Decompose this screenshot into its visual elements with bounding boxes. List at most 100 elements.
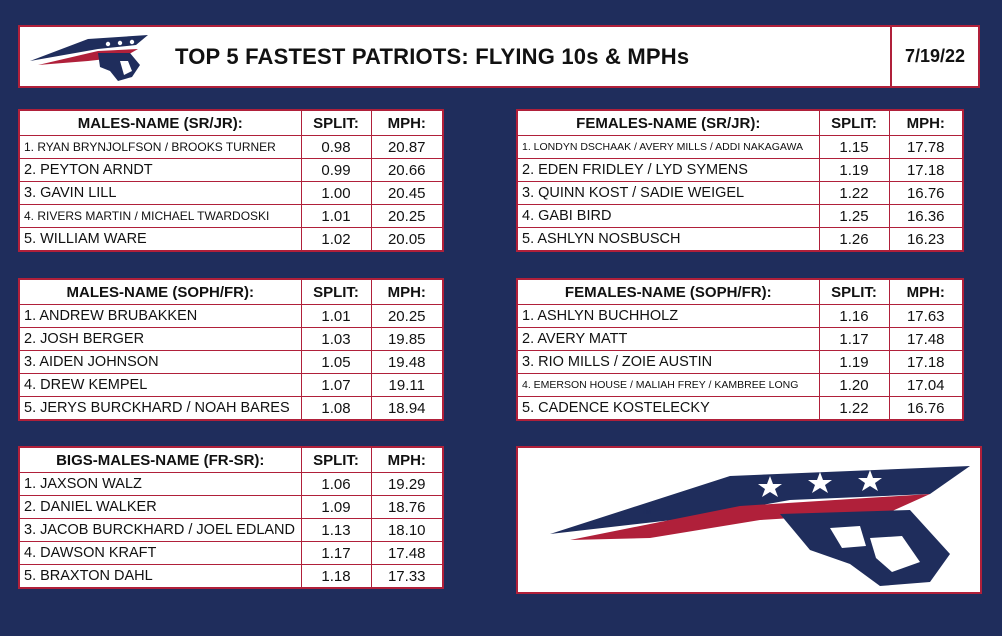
athlete-name: 5. BRAXTON DAHL — [18, 564, 302, 589]
mph-value: 17.48 — [888, 327, 964, 351]
split-value: 1.02 — [300, 227, 372, 252]
mph-value: 18.76 — [370, 495, 444, 519]
mph-value: 18.94 — [370, 396, 444, 421]
split-value: 1.17 — [300, 541, 372, 565]
table-row: 4. RIVERS MARTIN / MICHAEL TWARDOSKI 1.0… — [18, 204, 444, 228]
patriot-logo-icon — [30, 35, 148, 81]
mph-value: 17.33 — [370, 564, 444, 589]
split-value: 1.20 — [818, 373, 890, 397]
mph-value: 17.78 — [888, 135, 964, 159]
mph-value: 18.10 — [370, 518, 444, 542]
athlete-name: 1. LONDYN DSCHAAK / AVERY MILLS / ADDI N… — [516, 135, 820, 159]
column-header-split: SPLIT: — [300, 278, 372, 305]
split-value: 1.01 — [300, 204, 372, 228]
athlete-name: 2. AVERY MATT — [516, 327, 820, 351]
mph-value: 19.48 — [370, 350, 444, 374]
athlete-name: 1. JAXSON WALZ — [18, 472, 302, 496]
patriot-logo-icon: TM — [550, 466, 970, 586]
athlete-name: 1. RYAN BRYNJOLFSON / BROOKS TURNER — [18, 135, 302, 159]
mph-value: 20.05 — [370, 227, 444, 252]
mph-value: 20.66 — [370, 158, 444, 182]
split-value: 1.01 — [300, 304, 372, 328]
split-value: 1.05 — [300, 350, 372, 374]
athlete-name: 4. EMERSON HOUSE / MALIAH FREY / KAMBREE… — [516, 373, 820, 397]
column-header-mph: MPH: — [370, 109, 444, 136]
mph-value: 19.29 — [370, 472, 444, 496]
table-row: 1. JAXSON WALZ 1.06 19.29 — [18, 472, 444, 496]
split-value: 1.17 — [818, 327, 890, 351]
trademark-label: TM — [642, 510, 651, 516]
mph-value: 17.04 — [888, 373, 964, 397]
mph-value: 19.11 — [370, 373, 444, 397]
split-value: 1.18 — [300, 564, 372, 589]
athlete-name: 2. JOSH BERGER — [18, 327, 302, 351]
table-row: 5. CADENCE KOSTELECKY 1.22 16.76 — [516, 396, 964, 421]
athlete-name: 5. JERYS BURCKHARD / NOAH BARES — [18, 396, 302, 421]
table-row: 1. RYAN BRYNJOLFSON / BROOKS TURNER 0.98… — [18, 135, 444, 159]
column-header-mph: MPH: — [888, 109, 964, 136]
table-males-srjr: MALES-NAME (SR/JR): SPLIT: MPH: 1. RYAN … — [18, 109, 444, 252]
table-bigs-males: BIGS-MALES-NAME (FR-SR): SPLIT: MPH: 1. … — [18, 446, 444, 589]
column-header-name: FEMALES-NAME (SR/JR): — [516, 109, 820, 136]
split-value: 1.15 — [818, 135, 890, 159]
split-value: 0.99 — [300, 158, 372, 182]
table-row: 3. GAVIN LILL 1.00 20.45 — [18, 181, 444, 205]
split-value: 1.22 — [818, 181, 890, 205]
split-value: 0.98 — [300, 135, 372, 159]
athlete-name: 2. EDEN FRIDLEY / LYD SYMENS — [516, 158, 820, 182]
mph-value: 20.25 — [370, 304, 444, 328]
mph-value: 20.45 — [370, 181, 444, 205]
mph-value: 16.36 — [888, 204, 964, 228]
athlete-name: 3. RIO MILLS / ZOIE AUSTIN — [516, 350, 820, 374]
column-header-name: BIGS-MALES-NAME (FR-SR): — [18, 446, 302, 473]
mph-value: 17.18 — [888, 350, 964, 374]
table-row: 4. GABI BIRD 1.25 16.36 — [516, 204, 964, 228]
column-header-split: SPLIT: — [818, 278, 890, 305]
page-title: TOP 5 FASTEST PATRIOTS: FLYING 10s & MPH… — [175, 44, 690, 69]
column-header-name: MALES-NAME (SR/JR): — [18, 109, 302, 136]
split-value: 1.16 — [818, 304, 890, 328]
column-header-split: SPLIT: — [300, 446, 372, 473]
split-value: 1.26 — [818, 227, 890, 252]
table-females-srjr: FEMALES-NAME (SR/JR): SPLIT: MPH: 1. LON… — [516, 109, 964, 252]
athlete-name: 5. WILLIAM WARE — [18, 227, 302, 252]
table-males-sophfr: MALES-NAME (SOPH/FR): SPLIT: MPH: 1. AND… — [18, 278, 444, 421]
split-value: 1.03 — [300, 327, 372, 351]
mph-value: 19.85 — [370, 327, 444, 351]
header-banner: TOP 5 FASTEST PATRIOTS: FLYING 10s & MPH… — [18, 25, 980, 88]
table-row: 1. ANDREW BRUBAKKEN 1.01 20.25 — [18, 304, 444, 328]
table-females-sophfr: FEMALES-NAME (SOPH/FR): SPLIT: MPH: 1. A… — [516, 278, 964, 421]
mph-value: 17.48 — [370, 541, 444, 565]
table-header-row: BIGS-MALES-NAME (FR-SR): SPLIT: MPH: — [18, 446, 444, 473]
athlete-name: 3. JACOB BURCKHARD / JOEL EDLAND — [18, 518, 302, 542]
logo-panel: TM — [516, 446, 982, 594]
table-row: 3. RIO MILLS / ZOIE AUSTIN 1.19 17.18 — [516, 350, 964, 374]
split-value: 1.19 — [818, 350, 890, 374]
table-row: 2. JOSH BERGER 1.03 19.85 — [18, 327, 444, 351]
table-header-row: FEMALES-NAME (SOPH/FR): SPLIT: MPH: — [516, 278, 964, 305]
table-row: 2. AVERY MATT 1.17 17.48 — [516, 327, 964, 351]
athlete-name: 4. DAWSON KRAFT — [18, 541, 302, 565]
table-row: 2. EDEN FRIDLEY / LYD SYMENS 1.19 17.18 — [516, 158, 964, 182]
table-row: 4. EMERSON HOUSE / MALIAH FREY / KAMBREE… — [516, 373, 964, 397]
split-value: 1.09 — [300, 495, 372, 519]
table-row: 1. LONDYN DSCHAAK / AVERY MILLS / ADDI N… — [516, 135, 964, 159]
table-row: 5. ASHLYN NOSBUSCH 1.26 16.23 — [516, 227, 964, 252]
athlete-name: 4. DREW KEMPEL — [18, 373, 302, 397]
table-row: 4. DREW KEMPEL 1.07 19.11 — [18, 373, 444, 397]
table-row: 3. QUINN KOST / SADIE WEIGEL 1.22 16.76 — [516, 181, 964, 205]
mph-value: 17.18 — [888, 158, 964, 182]
athlete-name: 4. GABI BIRD — [516, 204, 820, 228]
mph-value: 20.25 — [370, 204, 444, 228]
table-row: 5. JERYS BURCKHARD / NOAH BARES 1.08 18.… — [18, 396, 444, 421]
athlete-name: 2. PEYTON ARNDT — [18, 158, 302, 182]
split-value: 1.08 — [300, 396, 372, 421]
split-value: 1.06 — [300, 472, 372, 496]
table-row: 2. DANIEL WALKER 1.09 18.76 — [18, 495, 444, 519]
split-value: 1.13 — [300, 518, 372, 542]
mph-value: 20.87 — [370, 135, 444, 159]
column-header-split: SPLIT: — [300, 109, 372, 136]
column-header-name: MALES-NAME (SOPH/FR): — [18, 278, 302, 305]
table-row: 1. ASHLYN BUCHHOLZ 1.16 17.63 — [516, 304, 964, 328]
athlete-name: 4. RIVERS MARTIN / MICHAEL TWARDOSKI — [18, 204, 302, 228]
